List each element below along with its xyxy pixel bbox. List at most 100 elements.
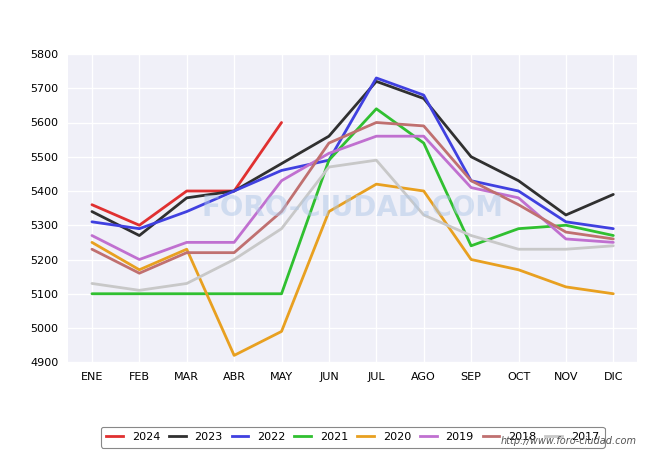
2021 — [135, 291, 143, 297]
Text: Afiliados en Castrillón a 31/5/2024: Afiliados en Castrillón a 31/5/2024 — [182, 14, 468, 33]
2023 — [135, 233, 143, 238]
2023 — [183, 195, 190, 201]
2023 — [515, 178, 523, 184]
2022 — [562, 219, 570, 225]
2021 — [88, 291, 96, 297]
2018 — [610, 236, 617, 242]
2022 — [183, 209, 190, 214]
2023 — [562, 212, 570, 218]
2018 — [230, 250, 238, 255]
2020 — [278, 328, 285, 334]
2021 — [610, 233, 617, 238]
2020 — [420, 188, 428, 194]
Text: http://www.foro-ciudad.com: http://www.foro-ciudad.com — [501, 436, 637, 446]
2021 — [183, 291, 190, 297]
2021 — [278, 291, 285, 297]
2023 — [278, 161, 285, 166]
2022 — [88, 219, 96, 225]
2018 — [325, 140, 333, 146]
2018 — [562, 230, 570, 235]
2021 — [420, 140, 428, 146]
2018 — [467, 178, 475, 184]
2019 — [467, 185, 475, 190]
2018 — [135, 270, 143, 276]
Legend: 2024, 2023, 2022, 2021, 2020, 2019, 2018, 2017: 2024, 2023, 2022, 2021, 2020, 2019, 2018… — [101, 427, 604, 448]
2021 — [325, 158, 333, 163]
2017 — [135, 288, 143, 293]
2023 — [325, 134, 333, 139]
2019 — [88, 233, 96, 238]
2018 — [88, 247, 96, 252]
2018 — [183, 250, 190, 255]
Line: 2024: 2024 — [92, 122, 281, 225]
2017 — [467, 233, 475, 238]
2020 — [562, 284, 570, 290]
2024 — [183, 188, 190, 194]
2018 — [372, 120, 380, 125]
2017 — [88, 281, 96, 286]
2023 — [467, 154, 475, 159]
2019 — [562, 236, 570, 242]
2020 — [88, 240, 96, 245]
2021 — [467, 243, 475, 248]
2024 — [135, 223, 143, 228]
2024 — [230, 188, 238, 194]
2022 — [515, 188, 523, 194]
Line: 2023: 2023 — [92, 81, 614, 235]
2017 — [372, 158, 380, 163]
2023 — [88, 209, 96, 214]
2019 — [278, 178, 285, 184]
2023 — [610, 192, 617, 197]
Line: 2022: 2022 — [92, 78, 614, 229]
2022 — [372, 75, 380, 81]
2019 — [230, 240, 238, 245]
2021 — [515, 226, 523, 231]
2017 — [278, 226, 285, 231]
Line: 2020: 2020 — [92, 184, 614, 356]
2017 — [230, 257, 238, 262]
2023 — [372, 79, 380, 84]
2017 — [325, 164, 333, 170]
2019 — [372, 134, 380, 139]
2017 — [515, 247, 523, 252]
Line: 2021: 2021 — [92, 109, 614, 294]
2020 — [135, 267, 143, 273]
2020 — [183, 247, 190, 252]
2024 — [88, 202, 96, 207]
2022 — [230, 188, 238, 194]
2022 — [467, 178, 475, 184]
2020 — [372, 181, 380, 187]
2019 — [135, 257, 143, 262]
2017 — [562, 247, 570, 252]
2017 — [420, 212, 428, 218]
2020 — [467, 257, 475, 262]
2020 — [325, 209, 333, 214]
2022 — [420, 92, 428, 98]
Text: FORO-CIUDAD.COM: FORO-CIUDAD.COM — [202, 194, 504, 222]
2017 — [610, 243, 617, 248]
2024 — [278, 120, 285, 125]
2017 — [183, 281, 190, 286]
2019 — [610, 240, 617, 245]
2021 — [230, 291, 238, 297]
2019 — [325, 151, 333, 156]
Line: 2017: 2017 — [92, 160, 614, 290]
2020 — [230, 353, 238, 358]
Line: 2019: 2019 — [92, 136, 614, 260]
2018 — [515, 202, 523, 207]
2020 — [610, 291, 617, 297]
2022 — [325, 158, 333, 163]
2018 — [278, 209, 285, 214]
2021 — [372, 106, 380, 112]
Line: 2018: 2018 — [92, 122, 614, 273]
2021 — [562, 223, 570, 228]
2020 — [515, 267, 523, 273]
2019 — [183, 240, 190, 245]
2022 — [135, 226, 143, 231]
2022 — [610, 226, 617, 231]
2019 — [420, 134, 428, 139]
2019 — [515, 195, 523, 201]
2022 — [278, 168, 285, 173]
2018 — [420, 123, 428, 129]
2023 — [230, 188, 238, 194]
